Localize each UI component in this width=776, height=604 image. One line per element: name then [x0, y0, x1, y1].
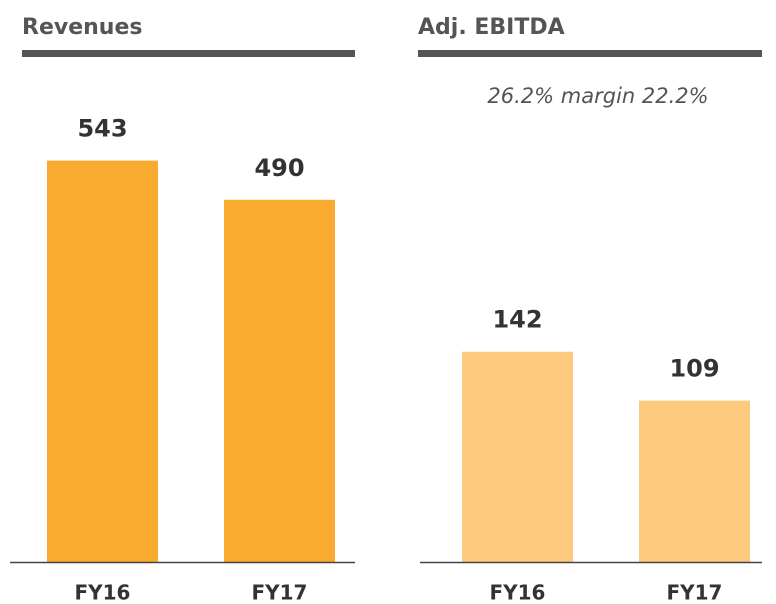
value-label: 543	[77, 115, 127, 143]
value-label: 109	[669, 355, 719, 383]
bar	[224, 199, 335, 563]
bar	[462, 351, 573, 562]
x-tick-label: FY17	[667, 581, 723, 604]
value-label: 490	[254, 154, 304, 182]
chart-title: Adj. EBITDA	[418, 15, 565, 40]
value-label: 142	[492, 306, 542, 334]
title-rule	[418, 50, 762, 57]
bar	[639, 400, 750, 562]
title-rule	[22, 50, 355, 57]
bar	[47, 160, 158, 563]
annotation: 26.2% margin 22.2%	[487, 84, 708, 108]
x-tick-label: FY16	[75, 581, 131, 604]
x-tick-label: FY16	[490, 581, 546, 604]
chart-title: Revenues	[22, 15, 142, 40]
x-tick-label: FY17	[252, 581, 308, 604]
